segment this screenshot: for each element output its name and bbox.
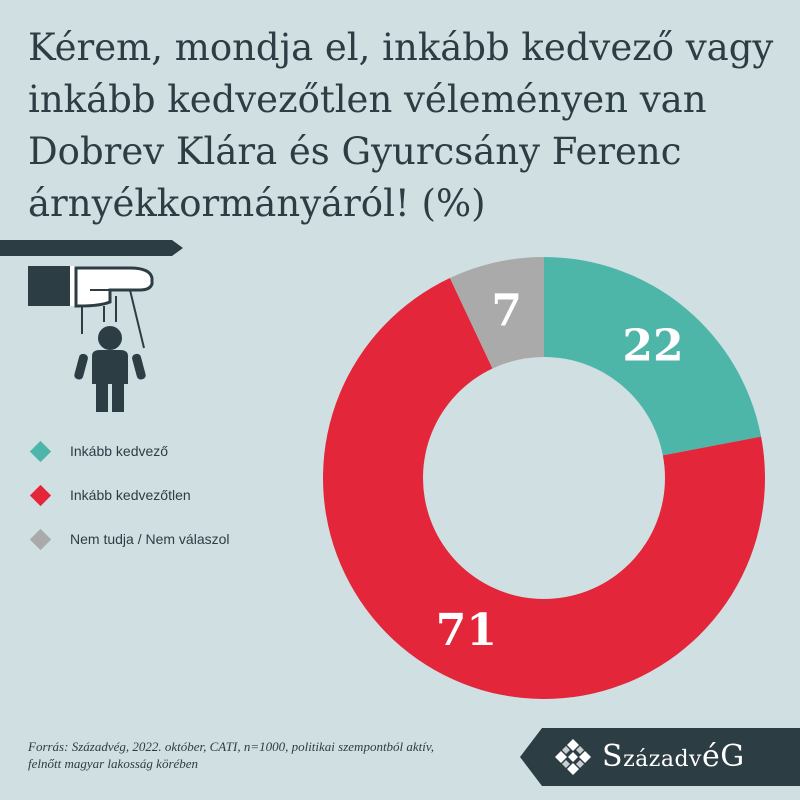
legend-label-unfavorable: Inkább kedvezőtlen: [70, 487, 191, 503]
brand-letter-g: G: [720, 739, 745, 774]
legend-swatch-favorable: [29, 440, 52, 462]
title-underline-bar: [0, 240, 183, 256]
legend-label-favorable: Inkább kedvező: [70, 443, 169, 459]
brand-small-caps-1: zázadv: [623, 747, 702, 772]
donut-chart: 22 71 7: [323, 257, 765, 699]
brand-name: SzázadvéG: [602, 739, 745, 778]
diamond-logo-icon: [555, 739, 591, 775]
slice-unfavorable: [323, 278, 765, 699]
chart-title: Kérem, mondja el, inkább kedvező vagy in…: [28, 26, 774, 225]
slice-label-dont-know: 7: [491, 286, 522, 337]
source-line-2: felnőtt magyar lakosság körében: [28, 756, 199, 771]
slice-dont-know: [449, 257, 544, 369]
source-note: Forrás: Századvég, 2022. október, CATI, …: [28, 738, 528, 772]
legend-item-dont-know: Nem tudja / Nem válaszol: [29, 528, 230, 550]
slice-favorable: [544, 257, 762, 456]
legend-label-dont-know: Nem tudja / Nem válaszol: [70, 531, 230, 547]
brand-letter-s: S: [602, 739, 624, 774]
puppet-hand-icon: [28, 266, 154, 412]
legend-item-favorable: Inkább kedvező: [29, 440, 230, 462]
source-line-1: Forrás: Századvég, 2022. október, CATI, …: [28, 739, 434, 754]
slice-label-favorable: 22: [622, 321, 683, 372]
legend-swatch-dont-know: [29, 528, 52, 550]
chart-legend: Inkább kedvező Inkább kedvezőtlen Nem tu…: [29, 440, 230, 572]
slice-label-unfavorable: 71: [436, 605, 497, 656]
legend-item-unfavorable: Inkább kedvezőtlen: [29, 484, 230, 506]
legend-swatch-unfavorable: [29, 484, 52, 506]
brand-letter-e: é: [702, 739, 721, 774]
